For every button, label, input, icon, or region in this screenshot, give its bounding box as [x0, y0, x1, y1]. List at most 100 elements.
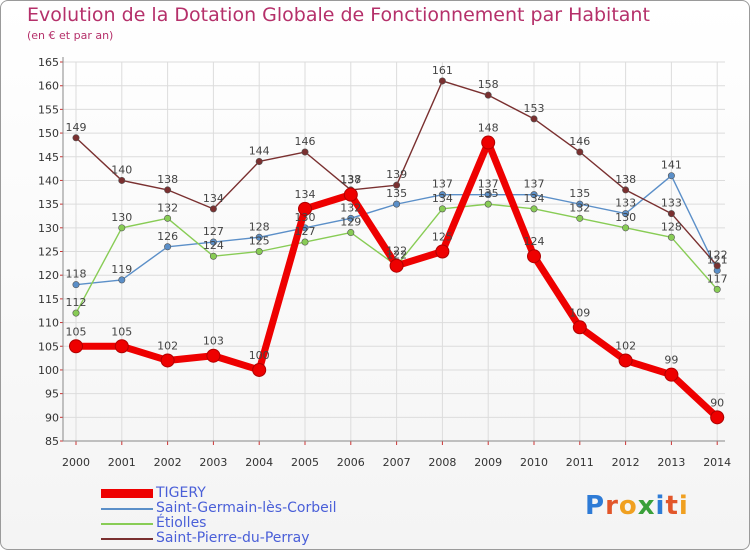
data-point-saint-germain-les-corbeil: [530, 191, 538, 199]
data-point-saint-germain-les-corbeil: [118, 276, 126, 284]
data-label-saint-germain-les-corbeil: 141: [661, 159, 682, 172]
data-point-etiolles: [576, 214, 584, 222]
data-label-tigery: 100: [249, 349, 270, 362]
data-point-etiolles: [713, 285, 721, 293]
data-label-etiolles: 130: [111, 211, 132, 224]
data-label-tigery: 105: [111, 325, 132, 338]
data-label-etiolles: 135: [478, 187, 499, 200]
data-label-saint-germain-les-corbeil: 119: [111, 263, 132, 276]
data-point-saint-germain-les-corbeil: [393, 200, 401, 208]
data-label-saint-pierre-du-perray: 146: [569, 135, 590, 148]
data-point-saint-pierre-du-perray: [72, 134, 80, 142]
y-tick-label: 130: [38, 222, 59, 235]
logo-letter: i: [655, 491, 666, 521]
x-tick-label: 2000: [62, 456, 90, 469]
series-lines: [69, 77, 725, 425]
data-label-tigery: 102: [157, 339, 178, 352]
y-tick-label: 95: [45, 388, 59, 401]
y-tick-label: 160: [38, 80, 59, 93]
logo-letter: P: [585, 491, 606, 521]
data-label-saint-pierre-du-perray: 122: [707, 249, 728, 262]
data-label-saint-germain-les-corbeil: 121: [707, 253, 728, 266]
data-label-tigery: 109: [569, 306, 590, 319]
data-label-saint-germain-les-corbeil: 127: [203, 225, 224, 238]
data-label-saint-pierre-du-perray: 153: [524, 102, 545, 115]
axes: 85 90 95 100 105 110 115 120 125 130 135 140 145 150 1…: [38, 56, 731, 469]
data-point-etiolles: [530, 205, 538, 213]
data-point-saint-pierre-du-perray: [164, 186, 172, 194]
data-label-etiolles: 134: [524, 192, 545, 205]
legend-label: TIGERY: [156, 485, 206, 501]
data-label-tigery: 102: [615, 339, 636, 352]
data-label-saint-pierre-du-perray: 133: [661, 197, 682, 210]
data-point-saint-pierre-du-perray: [622, 186, 630, 194]
chart-subtitle: (en € et par an): [27, 29, 114, 42]
y-tick-label: 155: [38, 103, 59, 116]
x-tick-label: 2003: [199, 456, 227, 469]
data-point-tigery: [298, 201, 312, 216]
x-tick-label: 2008: [428, 456, 456, 469]
y-tick-label: 125: [38, 246, 59, 259]
data-label-tigery: 148: [478, 122, 499, 135]
data-point-etiolles: [484, 200, 492, 208]
data-label-tigery: 99: [664, 354, 678, 367]
data-label-etiolles: 128: [661, 220, 682, 233]
data-point-tigery: [435, 244, 450, 259]
data-point-saint-germain-les-corbeil: [484, 191, 492, 199]
x-tick-label: 2010: [520, 456, 548, 469]
data-label-saint-pierre-du-perray: 138: [615, 173, 636, 186]
data-point-saint-pierre-du-perray: [667, 210, 675, 218]
x-tick-label: 2006: [337, 456, 365, 469]
legend-swatch-saint-germain: [101, 508, 153, 510]
data-label-etiolles: 127: [295, 225, 316, 238]
x-tick-label: 2005: [291, 456, 319, 469]
data-label-saint-germain-les-corbeil: 126: [157, 230, 178, 243]
data-point-tigery: [69, 339, 83, 354]
x-tick-label: 2004: [245, 456, 273, 469]
data-label-tigery: 90: [710, 396, 724, 409]
data-point-saint-pierre-du-perray: [530, 115, 538, 123]
data-point-saint-pierre-du-perray: [484, 91, 492, 99]
data-label-saint-germain-les-corbeil: 137: [432, 178, 453, 191]
data-point-saint-pierre-du-perray: [393, 181, 401, 189]
x-tick-label: 2012: [612, 456, 640, 469]
y-tick-label: 145: [38, 151, 59, 164]
data-label-etiolles: 132: [157, 201, 178, 214]
x-tick-label: 2001: [108, 456, 136, 469]
data-point-tigery: [389, 258, 404, 273]
data-point-etiolles: [209, 252, 217, 260]
y-tick-label: 105: [38, 340, 59, 353]
x-tick-label: 2002: [154, 456, 182, 469]
data-label-saint-pierre-du-perray: 138: [340, 173, 361, 186]
data-label-saint-germain-les-corbeil: 135: [386, 187, 407, 200]
data-point-tigery: [481, 135, 496, 150]
x-tick-label: 2009: [474, 456, 502, 469]
data-point-tigery: [206, 348, 221, 363]
data-point-etiolles: [255, 248, 263, 256]
data-label-tigery: 105: [66, 325, 87, 338]
y-tick-label: 140: [38, 174, 59, 187]
data-label-etiolles: 134: [432, 192, 453, 205]
data-point-saint-germain-les-corbeil: [622, 210, 630, 218]
data-label-saint-pierre-du-perray: 149: [66, 121, 87, 134]
data-label-saint-pierre-du-perray: 146: [295, 135, 316, 148]
data-label-saint-germain-les-corbeil: 118: [66, 268, 87, 281]
data-label-saint-germain-les-corbeil: 135: [569, 187, 590, 200]
legend-label: Étiolles: [156, 515, 207, 531]
data-label-saint-germain-les-corbeil: 137: [524, 178, 545, 191]
data-label-saint-pierre-du-perray: 139: [386, 168, 407, 181]
data-point-tigery: [160, 353, 175, 368]
data-label-saint-pierre-du-perray: 144: [249, 144, 270, 157]
data-label-saint-pierre-du-perray: 138: [157, 173, 178, 186]
data-point-tigery: [252, 362, 267, 377]
data-point-etiolles: [438, 205, 446, 213]
legend-swatch-etiolles: [101, 523, 153, 525]
data-point-saint-germain-les-corbeil: [576, 200, 584, 208]
data-label-saint-pierre-du-perray: 158: [478, 78, 499, 91]
x-tick-label: 2011: [566, 456, 594, 469]
data-label-etiolles: 130: [615, 211, 636, 224]
data-point-etiolles: [667, 233, 675, 241]
data-label-etiolles: 129: [340, 216, 361, 229]
